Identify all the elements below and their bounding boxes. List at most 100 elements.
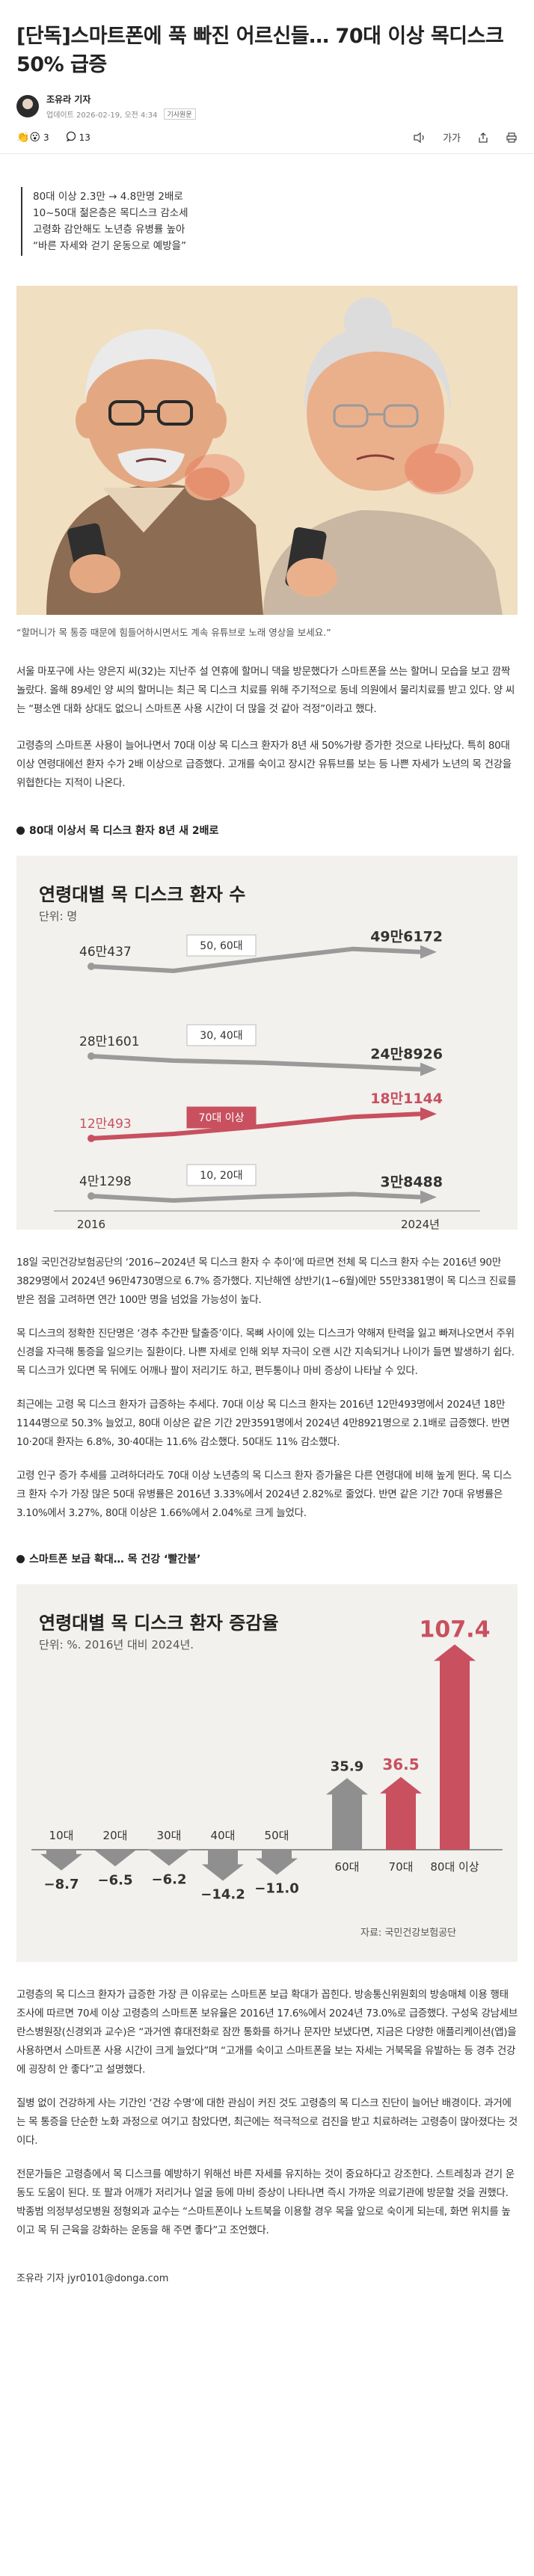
print-icon[interactable] <box>506 132 518 144</box>
bar-group: −11.0 50대 <box>254 1829 299 1897</box>
bar <box>46 1850 76 1856</box>
body-paragraph: 18일 국민건강보험공단의 ‘2016~2024년 목 디스크 환자 수 추이’… <box>16 1257 517 1306</box>
bar-arrowhead <box>40 1853 82 1871</box>
category-label: 40대 <box>211 1829 236 1842</box>
bullet-dot-icon <box>16 826 25 835</box>
article-photo[interactable] <box>16 286 518 615</box>
body-paragraph: 서울 마포구에 사는 양은지 씨(32)는 지난주 설 연휴에 할머니 댁을 방… <box>16 666 515 715</box>
line-series: 46만437 49만6172 50, 60대 <box>79 929 443 973</box>
start-value-label: 12만493 <box>79 1117 132 1132</box>
series-line <box>90 1111 421 1141</box>
original-article-link[interactable]: 기사원문 <box>163 108 196 120</box>
reaction-button[interactable]: 👏😮 3 <box>16 132 49 144</box>
category-label: 80대 이상 <box>430 1860 479 1874</box>
bar-value-label: −6.2 <box>152 1872 187 1888</box>
chart-unit: 단위: %. 2016년 대비 2024년. <box>39 1638 194 1652</box>
series-arrowhead <box>420 1107 437 1121</box>
start-value-label: 46만437 <box>79 945 132 960</box>
series-name-label: 70대 이상 <box>199 1112 245 1124</box>
series-name-label: 10, 20대 <box>200 1170 242 1182</box>
bullet-dot-icon <box>16 1554 25 1563</box>
bar-group: 36.5 70대 <box>380 1755 422 1874</box>
reporter-email[interactable]: 조유라 기자 jyr0101@donga.com <box>16 2273 169 2284</box>
bar-value-label: −6.5 <box>98 1872 133 1888</box>
body-paragraph: 최근에는 고령 목 디스크 환자가 급증하는 추세다. 70대 이상 목 디스크… <box>16 1399 510 1448</box>
series-start-point <box>88 963 95 970</box>
x-tick-label: 2024년 <box>401 1218 440 1230</box>
body-paragraph: 고령층의 스마트폰 사용이 늘어나면서 70대 이상 목 디스크 환자가 8년 … <box>16 740 512 789</box>
series-name-tag <box>186 1024 257 1046</box>
series-arrowhead <box>420 945 437 959</box>
section-heading-text: 80대 이상서 목 디스크 환자 8년 새 2배로 <box>29 825 219 837</box>
body-paragraph: 질병 없이 건강하게 사는 기간인 ‘건강 수명’에 대한 관심이 커진 것도 … <box>16 2097 518 2147</box>
bar-chart-svg: −8.7 10대 −6.5 20대 −6.2 30대 −14.2 40대 −11.0 50대 35.… <box>31 1617 503 1939</box>
section-heading: 80대 이상서 목 디스크 환자 8년 새 2배로 <box>16 823 518 838</box>
section-heading-text: 스마트폰 보급 확대… 목 건강 ‘빨간불’ <box>29 1554 201 1565</box>
summary-line: 고령화 감안해도 노년층 유병률 높아 <box>33 224 185 236</box>
bar-group: −14.2 40대 <box>200 1829 245 1903</box>
series-arrowhead <box>420 1190 437 1204</box>
body-paragraph: 고령 인구 증가 추세를 고려하더라도 70대 이상 노년층의 목 디스크 환자… <box>16 1470 512 1519</box>
category-label: 60대 <box>335 1860 360 1874</box>
summary-line: 10~50대 젊은층은 목디스크 감소세 <box>33 207 188 219</box>
chart-source: 자료: 국민건강보험공단 <box>360 1928 456 1939</box>
bar-value-label: −11.0 <box>254 1881 299 1897</box>
bar-chart: 연령대별 목 디스크 환자 증감율 단위: %. 2016년 대비 2024년.… <box>16 1584 518 1962</box>
elderly-couple-illustration <box>16 286 518 615</box>
audio-icon[interactable] <box>413 132 426 144</box>
bar-group: −6.5 20대 <box>94 1829 136 1888</box>
bar-arrowhead <box>148 1849 190 1866</box>
category-label: 30대 <box>157 1829 182 1842</box>
article-summary: 80대 이상 2.3만 → 4.8만명 2배로 10~50대 젊은층은 목디스크… <box>21 187 518 256</box>
series-arrowhead <box>420 1062 437 1076</box>
bar-arrowhead <box>380 1776 422 1794</box>
series-line <box>90 1192 421 1203</box>
bar-group: 35.9 60대 <box>326 1758 368 1874</box>
body-paragraph: 목 디스크의 정확한 진단명은 ‘경추 추간판 탈출증’이다. 목뼈 사이에 있… <box>16 1328 515 1377</box>
article-toolbar: 👏😮 3 13 가가 <box>0 120 534 154</box>
line-series: 28만1601 24만8926 30, 40대 <box>79 1024 443 1076</box>
summary-line: “바른 자세와 걷기 운동으로 예방을” <box>33 240 187 252</box>
series-name-tag <box>186 1164 257 1186</box>
bar <box>332 1793 362 1850</box>
bar-arrowhead <box>256 1858 298 1875</box>
series-start-point <box>88 1192 95 1200</box>
reporter-name[interactable]: 조유라 기자 <box>46 94 91 105</box>
bar-group: 107.4 80대 이상 <box>420 1617 491 1874</box>
reaction-icon: 👏😮 <box>16 131 41 144</box>
series-line <box>90 1054 421 1072</box>
end-value-label: 24만8926 <box>370 1046 443 1063</box>
comment-count: 13 <box>79 132 90 143</box>
bar-group: −8.7 10대 <box>40 1829 82 1892</box>
body-paragraph: 고령층의 목 디스크 환자가 급증한 가장 큰 이유로는 스마트폰 보급 확대가… <box>16 1989 518 2076</box>
bar-arrowhead <box>202 1864 244 1881</box>
bar-value-label: −8.7 <box>44 1877 79 1892</box>
article-page: [단독]스마트폰에 푹 빠진 어르신들… 70대 이상 목디스크 50% 급증 … <box>0 25 534 2284</box>
summary-line: 80대 이상 2.3만 → 4.8만명 2배로 <box>33 191 183 203</box>
series-line <box>90 946 421 973</box>
series-name-tag <box>186 934 257 957</box>
section-heading: 스마트폰 보급 확대… 목 건강 ‘빨간불’ <box>16 1551 518 1566</box>
headline: [단독]스마트폰에 푹 빠진 어르신들… 70대 이상 목디스크 50% 급증 <box>16 25 504 76</box>
start-value-label: 28만1601 <box>79 1034 140 1049</box>
reporter-avatar[interactable] <box>16 95 39 117</box>
category-label: 20대 <box>103 1829 128 1842</box>
bar <box>262 1850 292 1860</box>
body-paragraph: 전문가들은 고령층에서 목 디스크를 예방하기 위해선 바른 자세를 유지하는 … <box>16 2168 515 2236</box>
end-value-label: 3만8488 <box>380 1174 443 1191</box>
chart-title: 연령대별 목 디스크 환자 증감율 <box>39 1613 279 1634</box>
byline: 조유라 기자 업데이트 2026-02-19, 오전 4:34 기사원문 <box>0 79 534 120</box>
line-chart-svg: 46만437 49만6172 50, 60대 28만1601 24만8926 30, 40… <box>54 929 480 1230</box>
category-label: 50대 <box>265 1829 289 1842</box>
bar-value-label: 107.4 <box>420 1617 491 1643</box>
comment-button[interactable]: 13 <box>66 131 90 144</box>
end-value-label: 18만1144 <box>370 1091 443 1107</box>
share-icon[interactable] <box>477 132 489 144</box>
end-value-label: 49만6172 <box>370 929 443 945</box>
font-size-icon[interactable]: 가가 <box>443 133 461 144</box>
chart-unit: 단위: 명 <box>39 910 78 923</box>
bar-arrowhead <box>326 1778 368 1795</box>
bar-arrowhead <box>94 1850 136 1867</box>
bar <box>208 1850 238 1866</box>
reaction-count: 3 <box>43 132 49 143</box>
